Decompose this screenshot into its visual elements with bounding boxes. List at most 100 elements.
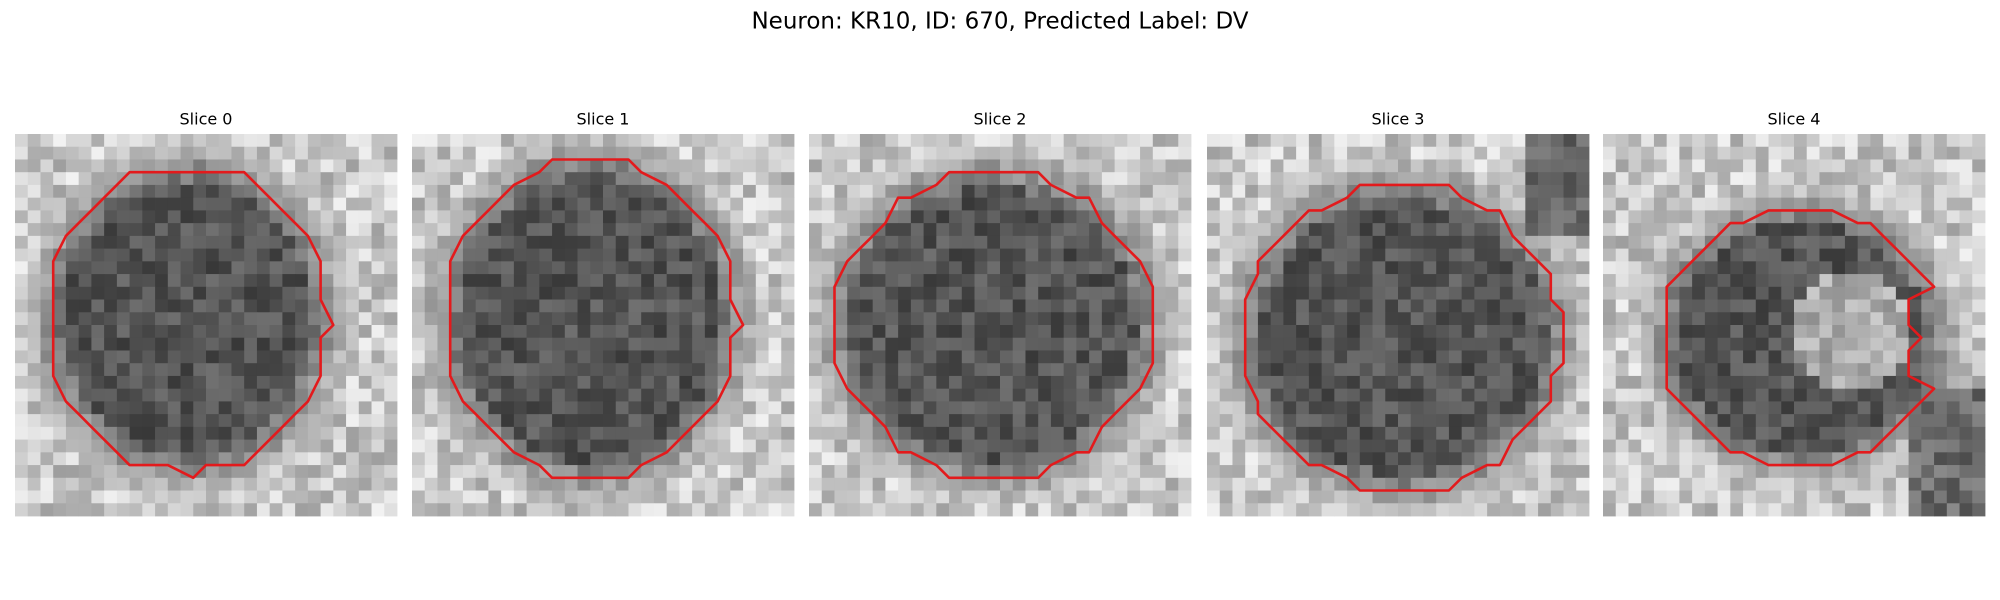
pixel xyxy=(1895,477,1909,491)
pixel xyxy=(78,197,92,211)
pixel xyxy=(244,426,258,440)
pixel xyxy=(1653,452,1668,466)
pixel xyxy=(641,248,655,262)
pixel xyxy=(885,363,899,377)
pixel xyxy=(730,159,744,173)
pixel xyxy=(987,337,1001,351)
pixel xyxy=(206,235,220,249)
pixel xyxy=(1819,210,1833,224)
pixel xyxy=(730,235,744,249)
pixel xyxy=(590,401,604,415)
pixel xyxy=(1550,414,1564,428)
pixel xyxy=(1628,146,1642,160)
pixel xyxy=(590,146,604,160)
pixel xyxy=(1743,465,1757,479)
pixel xyxy=(1012,146,1026,160)
pixel xyxy=(1844,146,1859,160)
image-panel xyxy=(809,134,1192,517)
pixel xyxy=(1959,465,1973,479)
pixel xyxy=(1461,414,1475,428)
pixel xyxy=(1576,452,1590,466)
pixel xyxy=(1615,134,1629,148)
pixel xyxy=(743,375,757,390)
pixel xyxy=(1101,388,1115,402)
pixel xyxy=(116,477,130,491)
pixel xyxy=(704,286,718,300)
pixel xyxy=(384,375,398,390)
pixel xyxy=(1321,159,1335,173)
pixel xyxy=(1165,235,1179,249)
pixel xyxy=(1296,172,1310,186)
pixel xyxy=(1768,503,1782,517)
pixel xyxy=(1076,426,1090,440)
pixel xyxy=(539,375,553,390)
pixel xyxy=(1743,325,1757,339)
pixel xyxy=(1114,337,1128,351)
pixel xyxy=(847,439,861,453)
pixel xyxy=(1000,261,1014,275)
pixel xyxy=(193,172,207,186)
pixel xyxy=(679,414,693,428)
pixel xyxy=(1423,490,1437,504)
pixel xyxy=(1025,210,1039,224)
pixel xyxy=(717,325,731,339)
pixel xyxy=(1768,477,1782,491)
pixel xyxy=(1207,172,1221,186)
pixel xyxy=(1257,363,1272,377)
pixel xyxy=(437,414,451,428)
pixel xyxy=(295,325,309,339)
pixel xyxy=(1474,159,1488,173)
pixel xyxy=(1140,210,1154,224)
pixel xyxy=(27,172,41,186)
pixel xyxy=(1423,312,1437,326)
pixel xyxy=(692,465,706,479)
pixel xyxy=(1063,325,1077,339)
pixel xyxy=(1628,223,1642,237)
pixel xyxy=(704,452,718,466)
pixel xyxy=(1385,184,1399,199)
pixel xyxy=(142,274,156,288)
pixel xyxy=(1794,210,1808,224)
pixel xyxy=(1410,184,1424,199)
pixel xyxy=(1448,159,1463,173)
pixel xyxy=(1063,210,1077,224)
pixel xyxy=(1398,159,1412,173)
pixel xyxy=(167,184,181,199)
pixel xyxy=(78,477,92,491)
pixel xyxy=(898,401,912,415)
pixel xyxy=(15,172,29,186)
pixel xyxy=(1000,235,1014,249)
pixel xyxy=(1296,503,1310,517)
pixel xyxy=(974,401,988,415)
pixel xyxy=(1743,261,1757,275)
pixel xyxy=(834,388,848,402)
pixel xyxy=(501,248,515,262)
pixel xyxy=(116,134,130,148)
pixel xyxy=(1321,299,1335,313)
pixel xyxy=(1870,299,1884,313)
pixel xyxy=(666,477,680,491)
pixel xyxy=(513,223,527,237)
pixel xyxy=(1628,261,1642,275)
pixel xyxy=(358,286,372,300)
pixel xyxy=(1717,235,1731,249)
pixel xyxy=(371,197,385,211)
pixel xyxy=(1844,223,1859,237)
pixel xyxy=(577,414,591,428)
pixel xyxy=(142,286,156,300)
pixel xyxy=(1615,223,1629,237)
pixel xyxy=(704,197,718,211)
pixel xyxy=(1101,312,1115,326)
pixel xyxy=(1359,452,1373,466)
pixel xyxy=(1550,159,1564,173)
pixel xyxy=(1283,274,1297,288)
pixel xyxy=(1525,286,1539,300)
pixel xyxy=(269,134,283,148)
pixel xyxy=(371,223,385,237)
pixel xyxy=(1219,286,1233,300)
pixel xyxy=(1525,490,1539,504)
pixel xyxy=(1653,503,1668,517)
pixel xyxy=(206,299,220,313)
pixel xyxy=(282,503,296,517)
pixel xyxy=(1603,388,1617,402)
